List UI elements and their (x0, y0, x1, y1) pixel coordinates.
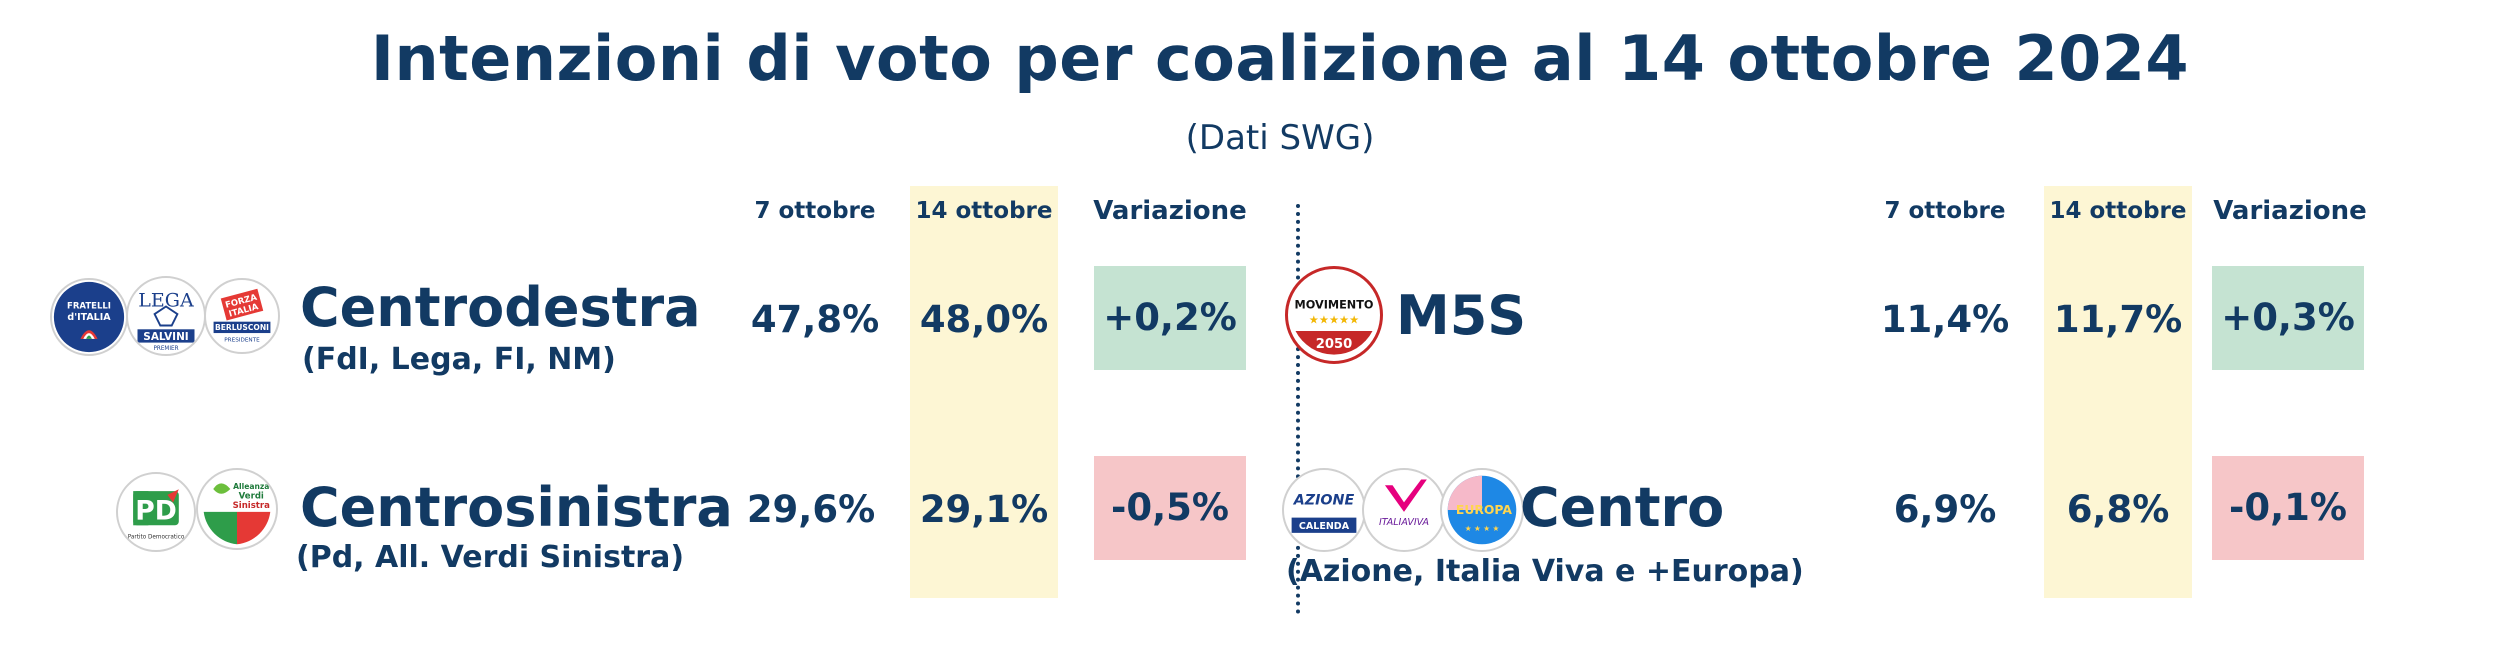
curr-centrodestra: 48,0% (919, 298, 1049, 341)
fdi-logo-text-1: FRATELLI (67, 301, 111, 311)
header-change-right: Variazione (2213, 196, 2367, 226)
fi-logo-text-3: BERLUSCONI (215, 323, 269, 332)
row-sub-centrosinistra: (Pd, All. Verdi Sinistra) (296, 540, 685, 575)
italia-viva-logo: ITALIAVIVA (1362, 468, 1446, 552)
lega-logo: LEGA SALVINI PREMIER (126, 276, 206, 356)
fdi-logo: FRATELLI d'ITALIA (50, 278, 128, 356)
row-name-centrodestra: Centrodestra (300, 276, 701, 339)
fi-logo-text-4: PRESIDENTE (224, 338, 260, 344)
change-centrodestra: +0,2% (1094, 266, 1246, 370)
m5s-logo-year: 2050 (1316, 337, 1353, 352)
azione-logo: AZIONE CALENDA (1282, 468, 1366, 552)
chart-subtitle: (Dati SWG) (1185, 118, 1375, 158)
change-centrosinistra: -0,5% (1094, 456, 1246, 560)
italia-viva-logo-text: ITALIAVIVA (1379, 517, 1429, 528)
svg-text:★★★★★: ★★★★★ (1309, 313, 1359, 326)
azione-logo-subtext: CALENDA (1299, 521, 1350, 532)
avs-logo: Alleanza Verdi Sinistra (196, 468, 278, 550)
avs-logo-text-1: Alleanza (233, 482, 269, 491)
prev-m5s: 11,4% (1880, 298, 2010, 341)
row-name-centro: Centro (1520, 476, 1725, 539)
curr-m5s: 11,7% (2053, 298, 2183, 341)
avs-logo-text-2: Verdi (239, 492, 264, 502)
prev-centro: 6,9% (1893, 488, 1997, 531)
svg-text:★ ★ ★ ★: ★ ★ ★ ★ (1465, 524, 1500, 533)
header-prev-right: 7 ottobre (1884, 198, 2006, 224)
chart-title: Intenzioni di voto per coalizione al 14 … (370, 22, 2190, 95)
europa-logo: EUROPA ★ ★ ★ ★ (1440, 468, 1524, 552)
prev-centrodestra: 47,8% (750, 298, 880, 341)
pd-logo: PD Partito Democratico (116, 472, 196, 552)
lega-logo-text-1: LEGA (138, 290, 194, 312)
lega-logo-text-2: SALVINI (143, 331, 188, 343)
europa-logo-text: EUROPA (1456, 503, 1512, 517)
fdi-logo-text-2: d'ITALIA (67, 312, 111, 323)
lega-logo-text-3: PREMIER (153, 346, 178, 352)
header-curr-right: 14 ottobre (2049, 198, 2187, 224)
azione-logo-text: AZIONE (1293, 492, 1355, 508)
curr-centrosinistra: 29,1% (919, 488, 1049, 531)
m5s-logo-text: MOVIMENTO (1295, 298, 1374, 311)
avs-logo-text-3: Sinistra (233, 501, 270, 511)
row-name-m5s: M5S (1396, 284, 1527, 347)
pd-logo-text: PD (135, 496, 177, 527)
header-prev-left: 7 ottobre (754, 198, 876, 224)
m5s-logo: MOVIMENTO ★★★★★ 2050 (1285, 266, 1383, 364)
row-sub-centro: (Azione, Italia Viva e +Europa) (1286, 554, 1804, 589)
curr-centro: 6,8% (2066, 488, 2170, 531)
header-change-left: Variazione (1093, 196, 1247, 226)
row-name-centrosinistra: Centrosinistra (300, 476, 733, 539)
header-curr-left: 14 ottobre (915, 198, 1053, 224)
change-centro: -0,1% (2212, 456, 2364, 560)
change-m5s: +0,3% (2212, 266, 2364, 370)
highlight-column-left (910, 186, 1058, 598)
row-sub-centrodestra: (FdI, Lega, FI, NM) (302, 342, 616, 377)
column-divider (1296, 204, 1300, 614)
fi-logo: FORZA ITALIA BERLUSCONI PRESIDENTE (204, 278, 280, 354)
pd-logo-subtext: Partito Democratico (128, 535, 185, 541)
highlight-column-right (2044, 186, 2192, 598)
prev-centrosinistra: 29,6% (746, 488, 876, 531)
